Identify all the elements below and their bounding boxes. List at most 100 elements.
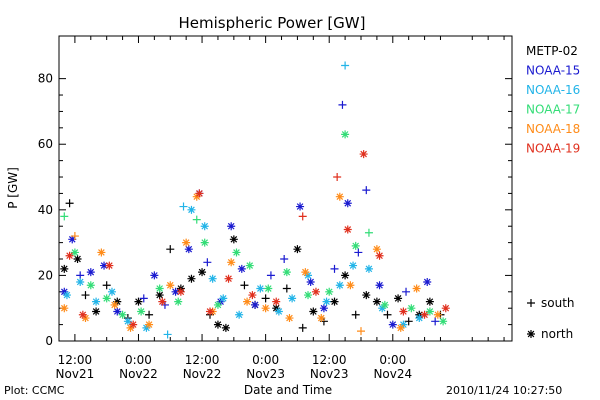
data-point-south — [330, 264, 339, 273]
data-point-north — [372, 245, 381, 254]
north-marker-stroke — [423, 277, 432, 286]
data-point-north — [420, 310, 429, 319]
data-point-south — [402, 287, 411, 296]
data-point-north — [76, 277, 85, 286]
north-marker-stroke — [76, 277, 85, 286]
data-point-north — [105, 261, 114, 270]
north-marker-stroke — [407, 304, 416, 313]
data-point-north — [200, 222, 209, 231]
north-marker-stroke — [351, 241, 360, 250]
data-point-north — [142, 323, 151, 332]
north-marker-stroke — [343, 199, 352, 208]
north-marker-stroke — [187, 205, 196, 214]
data-point-north — [182, 238, 191, 247]
north-marker-stroke — [341, 271, 350, 280]
north-marker-stroke — [97, 248, 106, 257]
north-marker-stroke — [81, 314, 90, 323]
north-marker-stroke — [272, 304, 281, 313]
north-marker-stroke — [221, 323, 230, 332]
x-tick-date: Nov22 — [119, 367, 158, 381]
data-point-north — [425, 307, 434, 316]
data-point-north — [351, 241, 360, 250]
data-point-north — [174, 297, 183, 306]
north-marker-stroke — [126, 323, 135, 332]
data-point-south — [298, 323, 307, 332]
data-point-north — [245, 261, 254, 270]
north-marker-stroke — [243, 297, 252, 306]
north-marker-stroke — [142, 323, 151, 332]
data-point-north — [335, 192, 344, 201]
data-point-north — [100, 261, 109, 270]
data-point-north — [229, 235, 238, 244]
north-marker-stroke — [425, 307, 434, 316]
data-point-north — [256, 284, 265, 293]
north-marker-stroke — [343, 225, 352, 234]
data-point-north — [274, 307, 283, 316]
data-point-south — [280, 255, 289, 264]
data-point-north — [227, 222, 236, 231]
south-marker-stroke — [145, 310, 154, 319]
plot-credit: Plot: CCMC — [4, 384, 65, 397]
data-point-north — [171, 287, 180, 296]
data-point-north — [235, 310, 244, 319]
south-marker-stroke — [357, 327, 365, 336]
legend-item-metp-02: METP-02 — [526, 44, 578, 58]
y-axis: 0 20 40 60 80 — [38, 72, 512, 348]
data-point-north — [213, 300, 222, 309]
data-point-north — [288, 294, 297, 303]
south-marker-stroke — [351, 310, 360, 319]
north-marker-stroke — [372, 245, 381, 254]
y-tick-label: 0 — [45, 334, 53, 348]
data-point-north — [319, 304, 328, 313]
north-marker-stroke — [359, 150, 368, 159]
north-marker-stroke — [341, 130, 350, 139]
north-marker-stroke — [184, 245, 193, 254]
x-tick-time: 12:00 — [58, 353, 93, 367]
data-point-north — [261, 304, 270, 313]
series-noaa-17 — [60, 130, 448, 326]
legend-item-noaa-17: NOAA-17 — [526, 103, 580, 117]
north-marker-stroke — [330, 297, 339, 306]
south-marker-stroke — [364, 228, 373, 237]
south-marker-stroke — [354, 248, 363, 257]
data-point-north — [341, 130, 350, 139]
north-marker-stroke — [227, 258, 236, 267]
data-point-south — [383, 310, 392, 319]
north-marker-stroke — [113, 307, 122, 316]
data-markers — [60, 61, 450, 339]
north-marker-stroke — [123, 317, 132, 326]
plot-frame — [58, 35, 513, 342]
data-point-north — [343, 199, 352, 208]
north-marker-stroke — [388, 320, 397, 329]
north-marker-stroke — [176, 287, 185, 296]
data-point-north — [296, 202, 305, 211]
data-point-north — [118, 310, 127, 319]
data-point-north — [221, 323, 230, 332]
north-marker-stroke — [129, 320, 138, 329]
north-marker-stroke — [68, 235, 77, 244]
north-marker-stroke — [372, 297, 381, 306]
symbol-legend-label: south — [541, 296, 575, 310]
data-point-south — [102, 281, 111, 290]
north-marker-stroke — [433, 310, 442, 319]
south-marker-stroke — [402, 287, 411, 296]
north-marker-stroke — [174, 297, 183, 306]
south-marker-stroke — [527, 299, 535, 307]
data-point-north — [309, 307, 318, 316]
north-marker-stroke — [399, 320, 408, 329]
data-point-north — [380, 300, 389, 309]
data-point-north — [68, 235, 77, 244]
north-marker-stroke — [285, 314, 294, 323]
north-marker-stroke — [100, 261, 109, 270]
series-metp-02 — [60, 199, 445, 332]
south-marker-stroke — [298, 323, 307, 332]
north-marker-stroke — [60, 287, 69, 296]
y-tick-label: 20 — [38, 268, 53, 282]
data-point-north — [219, 294, 228, 303]
data-point-north — [306, 277, 315, 286]
south-marker-stroke — [338, 100, 347, 109]
data-point-south — [261, 294, 270, 303]
south-marker-stroke — [431, 317, 440, 326]
south-marker-stroke — [203, 258, 212, 267]
series-legend: METP-02 NOAA-15 NOAA-16 NOAA-17 NOAA-18 NOAA-… — [526, 44, 580, 156]
